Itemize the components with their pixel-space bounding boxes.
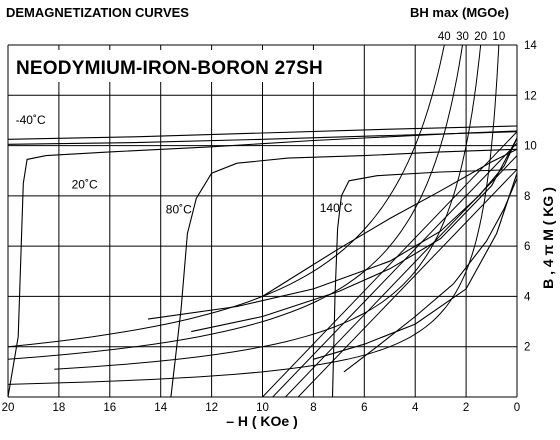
y-tick-label: 10 xyxy=(524,141,537,153)
series-line xyxy=(313,173,518,360)
x-tick-label: 12 xyxy=(205,402,218,414)
y-tick-label: 12 xyxy=(524,90,537,102)
y-tick-label: 4 xyxy=(524,291,531,303)
bhmax-label: 30 xyxy=(456,31,469,43)
x-tick-label: 6 xyxy=(361,402,367,414)
bhmax-curve xyxy=(7,44,463,360)
series-line xyxy=(191,137,518,333)
bhmax-curves: 40 30 20 10 xyxy=(7,31,505,385)
x-tick-label: 8 xyxy=(310,402,316,414)
x-tick-label: 10 xyxy=(256,402,269,414)
x-tick-label: 20 xyxy=(2,402,15,414)
bhmax-header: BH max (MGOe) xyxy=(410,5,509,20)
y-tick-label: 14 xyxy=(524,40,537,52)
permeance-line xyxy=(297,169,518,398)
y-tick-label: 2 xyxy=(524,342,530,354)
curve-label: 140˚C xyxy=(320,201,353,215)
x-tick-label: 0 xyxy=(514,402,520,414)
x-tick-label: 14 xyxy=(154,402,167,414)
series-lines: -40˚C 20˚C 80˚C 140˚C xyxy=(7,113,518,398)
bhmax-curve xyxy=(54,44,482,370)
permeance-line xyxy=(272,142,518,398)
curve-label: 80˚C xyxy=(166,202,192,216)
series-line xyxy=(7,125,518,140)
curve-label: 20˚C xyxy=(72,177,98,191)
y-axis-label: B , 4 π M ( KG ) xyxy=(540,187,556,289)
chart-title-backdrop xyxy=(12,50,338,82)
header-title: DEMAGNETIZATION CURVES xyxy=(6,5,189,20)
x-tick-label: 18 xyxy=(53,402,66,414)
grid xyxy=(7,44,518,398)
y-tick-label: 6 xyxy=(524,241,530,253)
bhmax-label: 20 xyxy=(474,31,487,43)
bhmax-label: 10 xyxy=(492,31,505,43)
series-line xyxy=(7,131,518,145)
x-tick-label: 4 xyxy=(412,402,419,414)
series-line xyxy=(343,178,518,373)
permeance-line xyxy=(262,131,518,398)
x-axis-label: – H ( KOe ) xyxy=(226,413,298,429)
chart-title: NEODYMIUM-IRON-BORON 27SH xyxy=(16,58,323,79)
series-line xyxy=(170,148,518,398)
curve-label: -40˚C xyxy=(16,113,46,127)
bhmax-label: 40 xyxy=(438,31,451,43)
y-tick-label: 8 xyxy=(524,191,530,203)
x-tick-label: 2 xyxy=(463,402,469,414)
x-tick-label: 16 xyxy=(103,402,116,414)
series-line xyxy=(262,148,518,297)
series-line xyxy=(331,168,518,398)
bhmax-curve xyxy=(7,44,500,385)
